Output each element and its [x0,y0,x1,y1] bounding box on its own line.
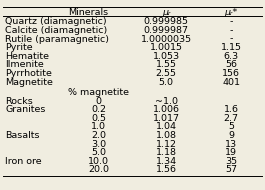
Text: Pyrite: Pyrite [5,43,33,52]
Text: Basalts: Basalts [5,131,40,140]
Text: ~1.0: ~1.0 [155,97,178,105]
Text: 1.053: 1.053 [153,52,180,61]
Text: 1.0000035: 1.0000035 [141,35,192,44]
Text: 13: 13 [225,139,237,149]
Text: Minerals: Minerals [68,8,108,17]
Text: 1.34: 1.34 [156,157,177,166]
Text: 2.0: 2.0 [91,131,106,140]
Text: 2.7: 2.7 [224,114,239,123]
Text: -: - [229,26,233,35]
Text: Calcite (diamagnetic): Calcite (diamagnetic) [5,26,108,35]
Text: Hematite: Hematite [5,52,49,61]
Text: 0.2: 0.2 [91,105,106,114]
Text: 156: 156 [222,69,240,78]
Text: 401: 401 [222,78,240,87]
Text: 0: 0 [96,97,102,105]
Text: 1.6: 1.6 [224,105,239,114]
Text: 0.5: 0.5 [91,114,106,123]
Text: 2.55: 2.55 [156,69,177,78]
Text: 20.0: 20.0 [88,165,109,174]
Text: 9: 9 [228,131,234,140]
Text: Rutile (paramagnetic): Rutile (paramagnetic) [5,35,109,44]
Text: Rocks: Rocks [5,97,33,105]
Text: Magnetite: Magnetite [5,78,53,87]
Text: μᵣ*: μᵣ* [224,8,238,17]
Text: 6.3: 6.3 [224,52,239,61]
Text: 5: 5 [228,122,234,131]
Text: 1.56: 1.56 [156,165,177,174]
Text: 1.04: 1.04 [156,122,177,131]
Text: 1.0: 1.0 [91,122,106,131]
Text: Pyrrhotite: Pyrrhotite [5,69,52,78]
Text: 1.18: 1.18 [156,148,177,157]
Text: Iron ore: Iron ore [5,157,42,166]
Text: 1.15: 1.15 [221,43,242,52]
Text: -: - [229,35,233,44]
Text: 1.08: 1.08 [156,131,177,140]
Text: 1.006: 1.006 [153,105,180,114]
Text: 1.0015: 1.0015 [150,43,183,52]
Text: Granites: Granites [5,105,46,114]
Text: μᵣ: μᵣ [162,8,170,17]
Text: 35: 35 [225,157,237,166]
Text: 1.55: 1.55 [156,60,177,69]
Text: 5.0: 5.0 [159,78,174,87]
Text: 3.0: 3.0 [91,139,106,149]
Text: % magnetite: % magnetite [68,88,129,97]
Text: 1.017: 1.017 [153,114,180,123]
Text: 19: 19 [225,148,237,157]
Text: 57: 57 [225,165,237,174]
Text: Ilmenite: Ilmenite [5,60,44,69]
Text: 1.12: 1.12 [156,139,177,149]
Text: -: - [229,17,233,26]
Text: Quartz (diamagnetic): Quartz (diamagnetic) [5,17,107,26]
Text: 56: 56 [225,60,237,69]
Text: 5.0: 5.0 [91,148,106,157]
Text: 10.0: 10.0 [88,157,109,166]
Text: 0.999985: 0.999985 [144,17,189,26]
Text: 0.999987: 0.999987 [144,26,189,35]
